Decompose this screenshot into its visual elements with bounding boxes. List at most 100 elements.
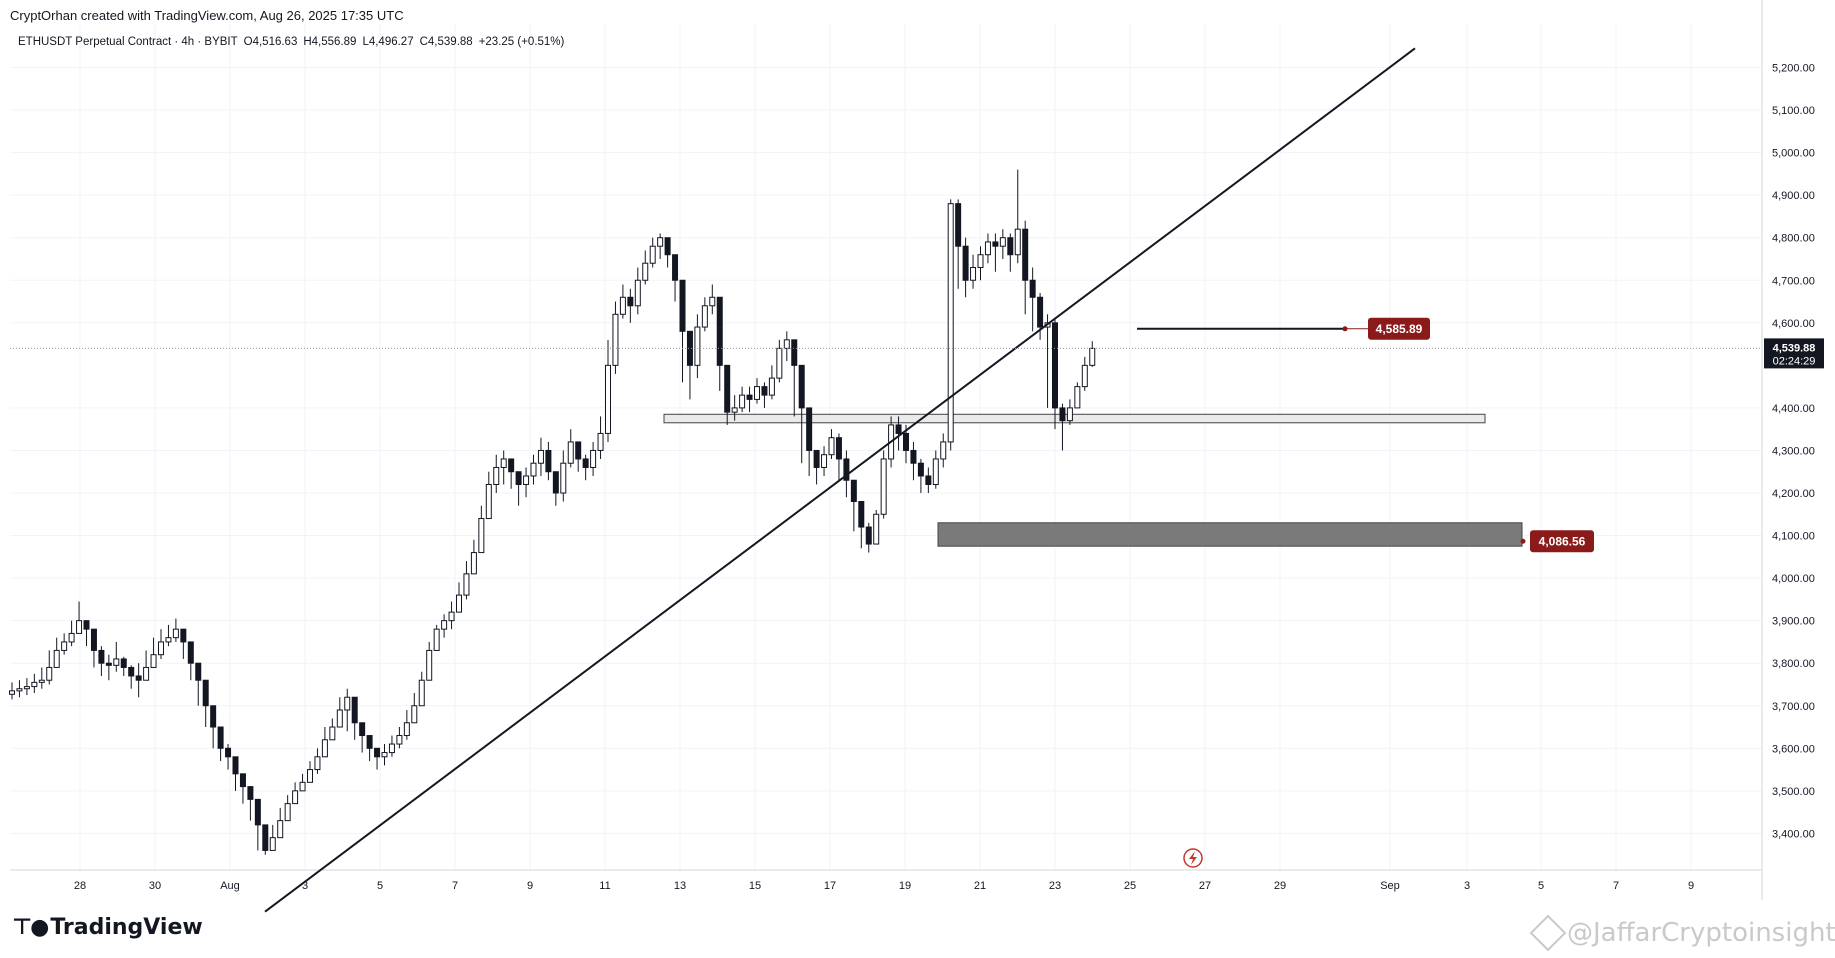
demand-zone [937,522,1523,547]
candle-body [1029,279,1036,298]
x-tick-label: 23 [1049,880,1061,892]
resistance-label-bg [1368,317,1430,340]
candle-body [806,407,813,451]
y-tick-label: 4,700.00 [1772,275,1815,287]
legend-high: H4,556.89 [303,36,356,48]
candle-body [239,773,246,788]
candle-body [523,475,530,485]
candle-body [1074,386,1081,409]
candle-body [470,552,477,575]
tradingview-logo[interactable]: ⊤● TradingView [12,915,203,940]
x-tick-label: 13 [674,880,686,892]
candle-body [411,705,418,724]
candle-body [515,471,522,485]
candle-body [441,620,448,630]
legend-open: O4,516.63 [244,36,298,48]
candle-body [478,518,485,554]
x-tick-label: 15 [749,880,761,892]
x-tick-label: 5 [1538,880,1544,892]
candle-body [724,364,731,413]
candle-body [307,769,313,783]
candle-body [1089,347,1096,366]
candle-body [485,483,492,520]
candle-body [232,756,239,775]
x-tick-label: 5 [377,880,383,892]
candle-body [195,662,202,681]
candle-body [679,279,686,332]
candle-body [1081,364,1088,388]
candle-body [299,781,306,792]
header-credit: CryptOrhan created with TradingView.com,… [10,8,404,23]
lightning-icon-bolt [1189,851,1197,865]
candle-body [798,364,805,409]
candle-body [1037,296,1044,328]
lightning-icon-ring [1183,848,1203,868]
candle-body [664,237,671,256]
candle-body [23,686,30,690]
support-dot [1520,538,1526,544]
x-tick-label: 7 [452,880,458,892]
candle-body [612,313,619,366]
candle-body [649,245,656,264]
support-label-bg [1530,530,1594,553]
candle-body [150,654,157,668]
y-tick-label: 3,800.00 [1772,658,1815,670]
candle-body [605,364,611,434]
candle-body [396,735,403,745]
candle-body [970,266,977,281]
trendline [264,47,1416,913]
candle-body [262,824,269,851]
candle-body [493,466,500,485]
candle-body [68,632,75,643]
candle-body [254,798,261,826]
x-tick-label: 9 [527,880,533,892]
candle-body [158,641,164,656]
candle-body [843,458,850,481]
candle-body [865,526,872,545]
candle-body [977,254,984,268]
candle-body [731,407,738,413]
candle-body [321,739,328,758]
x-tick-label: Sep [1380,880,1400,892]
candle-body [508,458,515,473]
candle-body [567,441,574,464]
candle-body [828,437,835,456]
candle-body [38,679,45,683]
candle-body [292,790,299,805]
candle-body [925,475,932,485]
candle-body [597,432,604,451]
candle-body [627,296,634,307]
candle-body [366,735,373,749]
candle-body [172,628,179,639]
candle-body [210,705,217,728]
candle-body [917,462,924,477]
y-tick-label: 5,100.00 [1772,105,1815,117]
candle-body [217,726,224,749]
candle-body [1066,407,1073,422]
resistance-label: 4,585.89 [1376,322,1423,336]
support-zone [663,413,1486,424]
candle-body [31,681,38,688]
y-tick-label: 4,300.00 [1772,445,1815,457]
candle-body [783,339,790,349]
candle-body [850,479,857,503]
candle-body [791,339,798,366]
y-tick-label: 4,400.00 [1772,403,1815,415]
plot-area [10,24,1762,870]
y-tick-label: 5,000.00 [1772,148,1815,160]
candle-body [418,679,425,707]
candle-body [984,241,991,256]
candle-body [359,722,366,737]
candle-body [716,296,723,366]
candle-body [314,756,321,771]
candle-body [903,432,909,451]
x-tick-label: 17 [824,880,836,892]
legend-close: C4,539.88 [420,36,473,48]
candle-body [225,747,232,758]
candle-body [456,594,462,613]
lightning-icon [1183,848,1203,868]
candle-body [932,458,939,485]
x-tick-label: 29 [1274,880,1286,892]
candle-body [403,722,410,737]
